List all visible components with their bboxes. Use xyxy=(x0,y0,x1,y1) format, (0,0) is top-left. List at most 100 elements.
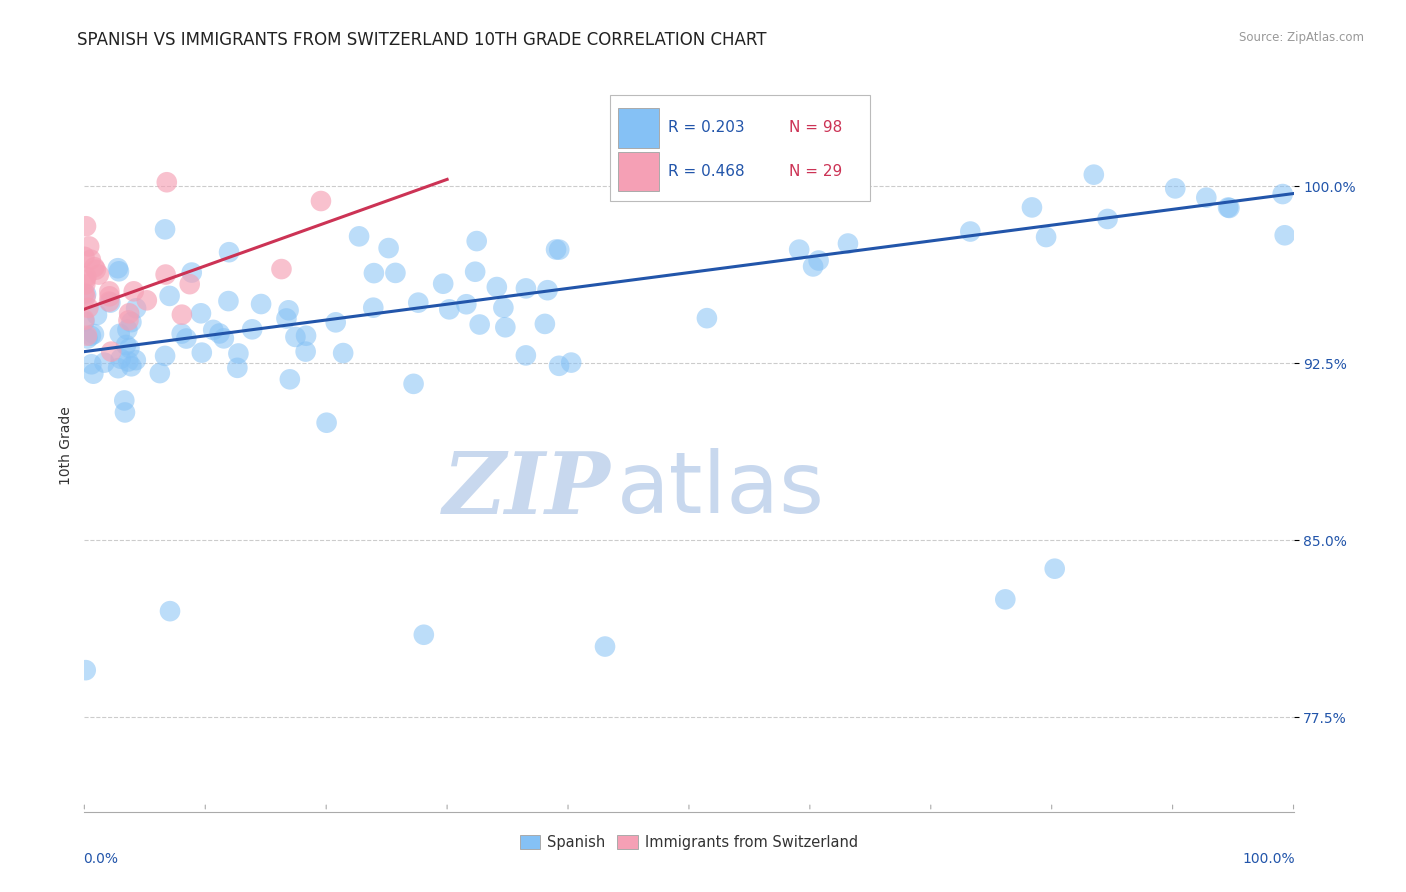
Point xyxy=(108,326,131,341)
Point xyxy=(325,315,347,329)
Point xyxy=(959,225,981,239)
Point xyxy=(120,359,142,374)
Point xyxy=(218,245,240,260)
Point xyxy=(515,348,537,362)
Point xyxy=(456,297,478,311)
Point xyxy=(485,280,508,294)
Point xyxy=(402,376,425,391)
Point xyxy=(250,297,273,311)
Point xyxy=(153,349,176,363)
Point xyxy=(87,268,110,282)
Point xyxy=(515,281,537,295)
Point xyxy=(1083,168,1105,182)
Point xyxy=(77,301,100,315)
Point xyxy=(464,265,486,279)
Point xyxy=(278,372,301,386)
Text: N = 29: N = 29 xyxy=(789,164,842,179)
Point xyxy=(363,266,385,280)
Point xyxy=(80,357,103,371)
Point xyxy=(295,328,318,343)
Point xyxy=(75,663,97,677)
Point xyxy=(117,313,139,327)
Point xyxy=(110,351,132,366)
FancyBboxPatch shape xyxy=(610,95,870,201)
Point xyxy=(696,311,718,326)
Point xyxy=(1097,211,1119,226)
Point xyxy=(801,260,824,274)
Point xyxy=(153,222,176,236)
Point xyxy=(135,293,157,308)
Point xyxy=(149,366,172,380)
Point xyxy=(593,640,616,654)
Point xyxy=(202,323,225,337)
FancyBboxPatch shape xyxy=(617,152,659,192)
Point xyxy=(494,320,516,334)
Point xyxy=(117,323,139,337)
Point xyxy=(108,264,131,278)
Point xyxy=(93,356,115,370)
Point xyxy=(170,326,193,341)
Text: Source: ZipAtlas.com: Source: ZipAtlas.com xyxy=(1239,31,1364,45)
Point xyxy=(208,326,231,341)
Point xyxy=(544,243,567,257)
Point xyxy=(1035,230,1057,244)
Point xyxy=(240,322,263,336)
Point xyxy=(384,266,406,280)
Point xyxy=(75,277,97,292)
Point xyxy=(332,346,354,360)
Point xyxy=(107,261,129,276)
Point xyxy=(1271,187,1294,202)
Point xyxy=(75,287,97,301)
Point xyxy=(125,301,148,316)
Point xyxy=(76,331,98,345)
Point xyxy=(73,313,96,327)
Point xyxy=(176,332,198,346)
Point xyxy=(83,260,105,275)
Y-axis label: 10th Grade: 10th Grade xyxy=(59,407,73,485)
Point xyxy=(84,262,107,277)
Point xyxy=(439,302,461,317)
Point xyxy=(80,328,103,343)
Point xyxy=(170,308,193,322)
Point xyxy=(837,236,859,251)
Point xyxy=(807,253,830,268)
Point xyxy=(77,239,100,253)
Point xyxy=(1195,191,1218,205)
Point xyxy=(294,344,316,359)
Point xyxy=(114,405,136,419)
Point xyxy=(468,318,491,332)
Point xyxy=(80,252,103,267)
Point xyxy=(75,273,97,287)
Point xyxy=(1043,562,1066,576)
Point xyxy=(994,592,1017,607)
Point xyxy=(309,194,332,208)
Point xyxy=(548,243,571,257)
Point xyxy=(82,367,104,381)
Point xyxy=(100,344,122,359)
Point xyxy=(212,331,235,345)
Text: R = 0.203: R = 0.203 xyxy=(668,120,745,136)
Point xyxy=(125,353,148,368)
Point xyxy=(492,301,515,315)
Point xyxy=(98,294,121,309)
Point xyxy=(159,604,181,618)
Legend: Spanish, Immigrants from Switzerland: Spanish, Immigrants from Switzerland xyxy=(513,829,865,855)
Point xyxy=(217,294,239,309)
Point xyxy=(179,277,201,292)
Point xyxy=(76,328,98,343)
Point xyxy=(1021,201,1043,215)
Point xyxy=(347,229,370,244)
Text: R = 0.468: R = 0.468 xyxy=(668,164,745,179)
Point xyxy=(412,628,434,642)
Point xyxy=(180,266,202,280)
Point xyxy=(115,338,138,352)
Text: atlas: atlas xyxy=(616,449,824,532)
Point xyxy=(155,268,177,282)
Point xyxy=(226,360,249,375)
Point xyxy=(98,289,121,303)
Point xyxy=(118,341,141,355)
Text: 100.0%: 100.0% xyxy=(1241,852,1295,866)
Point xyxy=(1216,201,1239,215)
Point xyxy=(159,289,181,303)
Point xyxy=(432,277,454,291)
